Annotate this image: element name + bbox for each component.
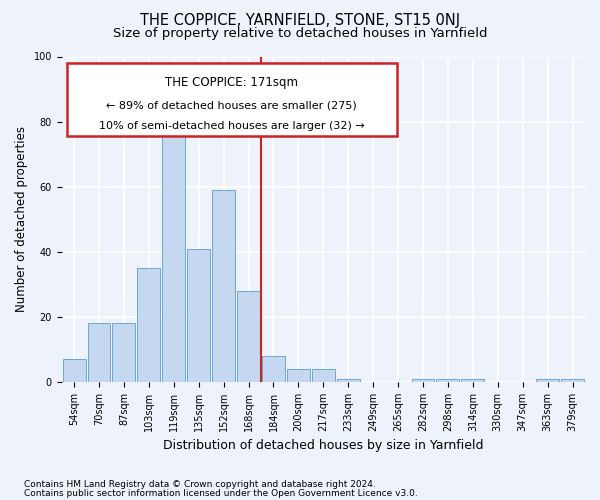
- Bar: [237, 291, 260, 382]
- Text: Contains HM Land Registry data © Crown copyright and database right 2024.: Contains HM Land Registry data © Crown c…: [24, 480, 376, 489]
- Text: Contains public sector information licensed under the Open Government Licence v3: Contains public sector information licen…: [24, 488, 418, 498]
- Bar: [312, 369, 335, 382]
- Bar: [436, 379, 460, 382]
- FancyBboxPatch shape: [67, 63, 397, 136]
- X-axis label: Distribution of detached houses by size in Yarnfield: Distribution of detached houses by size …: [163, 440, 484, 452]
- Text: Size of property relative to detached houses in Yarnfield: Size of property relative to detached ho…: [113, 28, 487, 40]
- Bar: [212, 190, 235, 382]
- Bar: [163, 108, 185, 382]
- Text: 10% of semi-detached houses are larger (32) →: 10% of semi-detached houses are larger (…: [99, 120, 365, 130]
- Bar: [536, 379, 559, 382]
- Bar: [337, 379, 360, 382]
- Bar: [88, 324, 110, 382]
- Bar: [287, 369, 310, 382]
- Bar: [561, 379, 584, 382]
- Bar: [187, 248, 210, 382]
- Bar: [62, 360, 86, 382]
- Text: THE COPPICE: 171sqm: THE COPPICE: 171sqm: [165, 76, 298, 88]
- Bar: [412, 379, 434, 382]
- Bar: [112, 324, 136, 382]
- Bar: [262, 356, 285, 382]
- Text: THE COPPICE, YARNFIELD, STONE, ST15 0NJ: THE COPPICE, YARNFIELD, STONE, ST15 0NJ: [140, 12, 460, 28]
- Bar: [137, 268, 160, 382]
- Y-axis label: Number of detached properties: Number of detached properties: [15, 126, 28, 312]
- Text: ← 89% of detached houses are smaller (275): ← 89% of detached houses are smaller (27…: [106, 100, 357, 110]
- Bar: [461, 379, 484, 382]
